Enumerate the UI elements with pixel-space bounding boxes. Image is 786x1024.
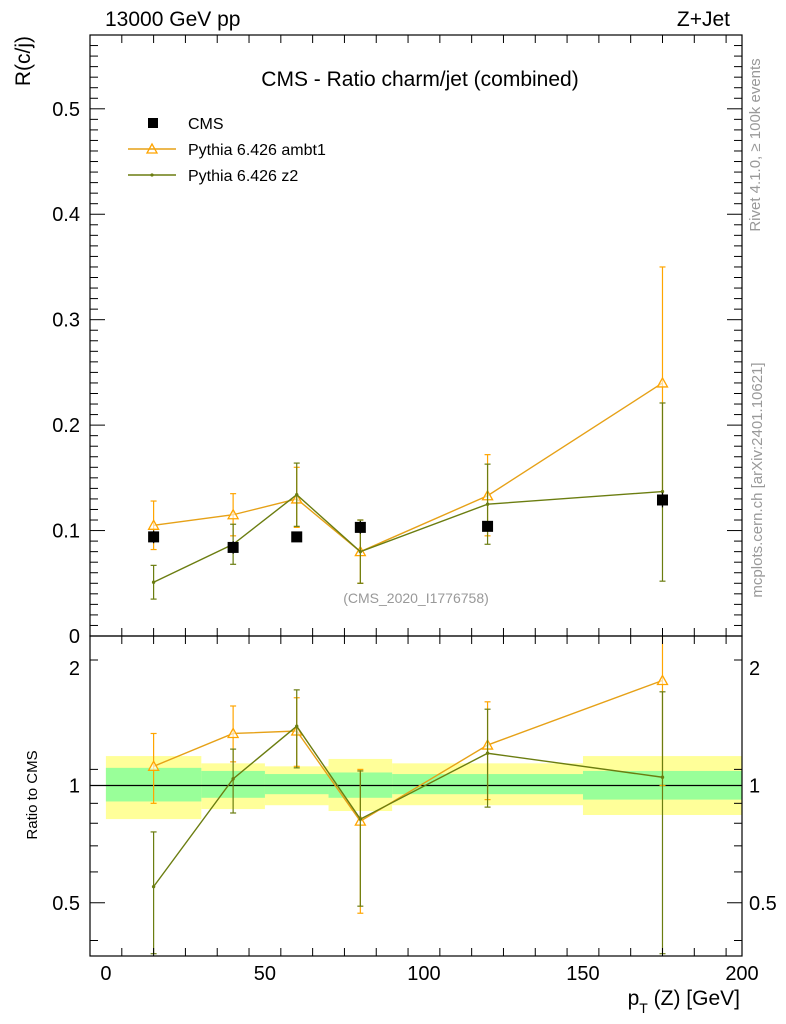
y-axis-label-ratio: Ratio to CMS (24, 750, 41, 839)
legend-cms-marker (148, 118, 158, 128)
ratio-z2-point-2 (295, 724, 299, 728)
ratio-z2-point-1 (231, 777, 235, 781)
rivet-version-note: Rivet 4.1.0, ≥ 100k events (747, 58, 764, 231)
x-axis-label-p: p (628, 987, 640, 1010)
y-tick-label-ratio-right-0: 0.5 (749, 893, 777, 915)
z2-point-2 (295, 493, 299, 497)
process-label: Z+Jet (677, 8, 730, 31)
z2-point-5 (660, 489, 665, 494)
x-axis-label-sub: T (639, 1000, 648, 1016)
x-tick-label-4: 200 (725, 963, 758, 985)
y-tick-label-top-3: 0.4 (52, 204, 80, 226)
x-tick-label-2: 100 (407, 963, 440, 985)
y-tick-label-ratio-left-2: 2 (69, 658, 80, 680)
ratio-plot-frame (89, 635, 743, 957)
z2-point-4 (485, 502, 490, 506)
y-tick-label-ratio-left-1: 1 (69, 776, 80, 798)
main-plot-series (147, 266, 669, 600)
ratio-z2-point-5 (660, 775, 665, 779)
ratio-plot-panel: 0 50 100 150 200 0.5 0.5 1 1 2 2 Ratio to CMS pT (… (24, 635, 777, 1016)
ratio-z2-point-0 (151, 884, 156, 889)
y-tick-label-ratio-right-1: 1 (749, 776, 760, 798)
y-tick-label-top-1: 0.2 (52, 415, 80, 437)
y-axis-label-top: R(c/j) (12, 36, 35, 86)
y-tick-label-ratio-right-2: 2 (749, 658, 760, 680)
mcplots-note: mcplots.cern.ch [arXiv:2401.10621] (749, 362, 766, 597)
y-tick-label-top-4: 0.5 (52, 99, 80, 121)
z2-line (153, 490, 663, 583)
main-plot-panel: CMS - Ratio charm/jet (combined) R(c/j) … (12, 34, 743, 648)
ratio-ambt1-point-0 (147, 759, 160, 771)
ratio-band-inner-2 (264, 774, 329, 795)
x-tick-label-0: 0 (100, 963, 111, 985)
x-axis-label: pT (Z) [GeV] (628, 987, 740, 1016)
ratio-ambt1-point-1 (227, 727, 240, 739)
ratio-z2-point-3 (358, 817, 363, 821)
legend-z2-label: Pythia 6.426 z2 (188, 168, 298, 185)
y-tick-label-top-0: 0.1 (52, 521, 80, 543)
x-tick-label-1: 50 (254, 963, 276, 985)
cms-point-0 (148, 531, 160, 543)
ratio-ambt1-point-5 (656, 674, 669, 686)
energy-label: 13000 GeV pp (105, 8, 240, 31)
ratio-ambt1-line (153, 679, 663, 823)
x-axis-label-rest: (Z) [GeV] (648, 987, 740, 1010)
ambt1-point-1 (227, 508, 240, 520)
y-tick-label-ratio-left-0: 0.5 (52, 893, 80, 915)
cms-point-1 (227, 541, 239, 553)
ambt1-line (153, 382, 663, 553)
y-tick-label-top-2: 0.3 (52, 310, 80, 332)
ambt1-point-0 (147, 518, 160, 530)
ratio-plot-axes: 0 50 100 150 200 0.5 0.5 1 1 2 2 (52, 635, 777, 985)
legend-ambt1-marker (145, 142, 159, 154)
x-tick-label-3: 150 (566, 963, 599, 985)
ratio-z2-line (153, 725, 663, 888)
plot-title: CMS - Ratio charm/jet (combined) (261, 68, 578, 91)
legend-cms-label: CMS (188, 116, 224, 133)
cms-point-4 (482, 520, 494, 532)
legend-z2-marker (150, 173, 154, 177)
z2-point-3 (358, 549, 363, 554)
cms-point-3 (354, 521, 366, 533)
cms-point-2 (291, 531, 303, 543)
z2-point-0 (151, 580, 156, 584)
legend-ambt1-label: Pythia 6.426 ambt1 (188, 142, 326, 159)
ambt1-point-5 (656, 376, 669, 388)
ratio-plot-series (147, 636, 669, 955)
cms-point-5 (656, 494, 668, 506)
y-tick-label-top-5: 0 (69, 626, 80, 648)
legend: CMS Pythia 6.426 ambt1 Pythia 6.426 z2 (128, 116, 326, 185)
ratio-z2-point-4 (485, 751, 490, 755)
analysis-watermark: (CMS_2020_I1776758) (343, 590, 489, 606)
